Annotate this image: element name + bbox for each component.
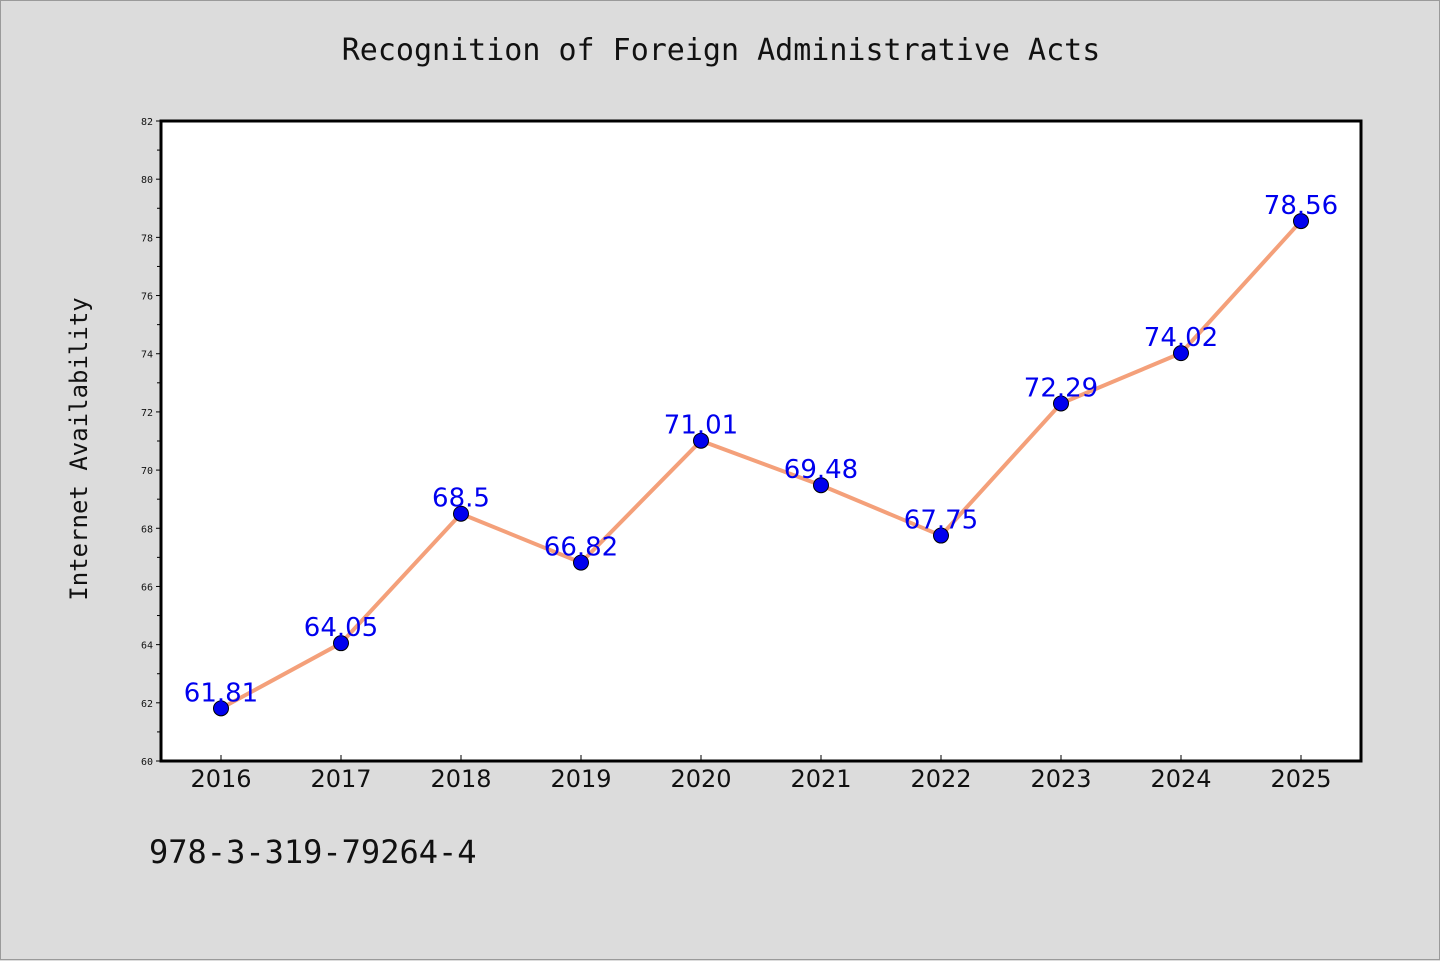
y-tick-label: 70 [141,466,153,477]
data-point [213,700,229,717]
series-group: 61.81 64.05 68.5 66.82 71.01 69.48 67.75 72.29 7… [184,191,1338,717]
data-label: 74.02 [1144,323,1218,353]
x-tick-label: 2024 [1150,765,1211,793]
plot-area [159,119,1363,763]
series-line [219,219,1303,711]
y-tick-label: 82 [141,117,153,128]
data-point [933,527,949,544]
x-tick-label: 2020 [670,765,731,793]
x-tick-label: 2023 [1030,765,1091,793]
x-tick-label: 2025 [1270,765,1331,793]
y-tick-label: 72 [141,408,153,419]
data-point [813,477,829,494]
y-axis: 60 62 64 66 68 70 72 74 76 78 80 82 [141,117,161,768]
isbn-caption: 978-3-319-79264-4 [149,833,477,871]
data-point [1173,345,1189,362]
y-tick-label: 66 [141,582,153,593]
data-label: 66.82 [544,533,618,563]
x-tick-label: 2018 [430,765,491,793]
data-label: 72.29 [1024,373,1098,403]
y-axis-label: Internet Availability [65,297,93,600]
data-label: 71.01 [664,411,738,441]
y-tick-label: 64 [141,641,153,652]
y-tick-label: 60 [141,757,153,768]
data-point [333,635,349,652]
y-tick-label: 68 [141,524,153,535]
data-label: 64.05 [304,613,378,643]
data-point [573,554,589,571]
y-tick-label: 74 [141,350,153,361]
data-label: 69.48 [784,455,858,485]
data-point [1053,395,1069,412]
x-tick-label: 2019 [550,765,611,793]
x-tick-label: 2022 [910,765,971,793]
data-label: 78.56 [1264,191,1338,221]
data-point [1293,213,1309,230]
x-tick-label: 2021 [790,765,851,793]
x-tick-label: 2017 [310,765,371,793]
data-point [693,432,709,449]
chart-title: Recognition of Foreign Administrative Ac… [341,33,1101,68]
y-tick-label: 76 [141,292,153,303]
y-tick-label: 62 [141,699,153,710]
data-label: 61.81 [184,678,258,708]
data-label: 67.75 [904,506,978,536]
x-tick-label: 2016 [190,765,251,793]
y-tick-label: 78 [141,233,153,244]
y-tick-label: 80 [141,175,153,186]
data-point [453,505,469,522]
x-axis: 2016 2017 2018 2019 2020 2021 2022 2023 2024 2025 [190,755,1332,793]
data-label: 68.5 [432,484,490,514]
